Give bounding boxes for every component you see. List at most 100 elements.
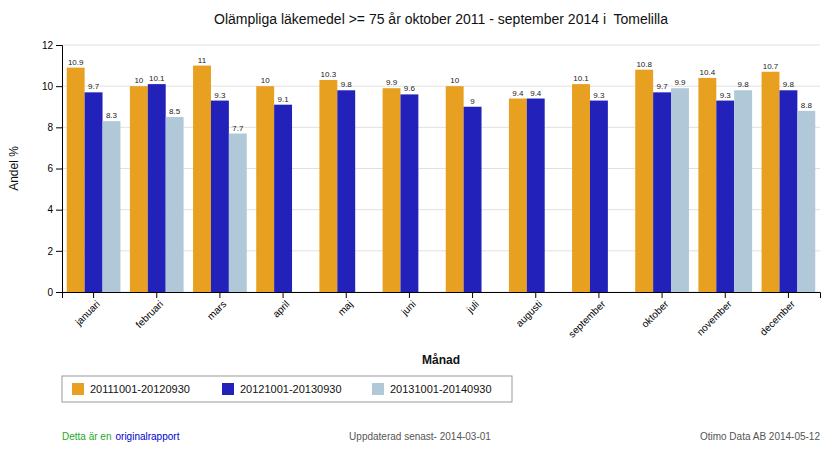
grid-line — [62, 45, 820, 46]
tick-mark — [56, 169, 62, 170]
bar — [319, 80, 337, 292]
tick-label: 6 — [47, 163, 53, 174]
tick: september — [566, 292, 608, 340]
data-label: 10.3 — [321, 70, 337, 79]
tick-label: mars — [205, 298, 229, 322]
legend-item: 20121001-20130930 — [222, 383, 342, 395]
tick-mark — [56, 210, 62, 211]
tick-label: 2 — [47, 246, 53, 257]
x-axis-title: Månad — [422, 353, 460, 367]
bar — [716, 101, 734, 292]
legend-label: 20121001-20130930 — [240, 383, 342, 395]
tick-mark — [598, 292, 599, 298]
data-label: 10.1 — [149, 74, 165, 83]
legend-item: 20131001-20140930 — [372, 383, 492, 395]
legend-label: 20111001-20120930 — [90, 383, 190, 395]
tick-mark — [535, 292, 536, 298]
data-label: 9.8 — [783, 80, 795, 89]
bar — [274, 105, 292, 292]
tick-label: november — [695, 298, 735, 338]
tick: mars — [205, 292, 229, 322]
legend: 20111001-20120930 20121001-20130930 201310… — [62, 376, 512, 402]
bar-series — [67, 66, 780, 292]
tick: 12 — [42, 40, 62, 51]
bar — [797, 111, 815, 292]
tick-mark — [56, 251, 62, 252]
tick-label: september — [566, 298, 608, 340]
tick: november — [695, 292, 735, 338]
tick-mark — [409, 292, 410, 298]
bar — [337, 90, 355, 292]
bar — [734, 90, 752, 292]
legend-swatch — [372, 383, 384, 395]
bar — [635, 70, 653, 292]
data-label: 10.7 — [763, 62, 779, 71]
tick-mark — [56, 127, 62, 128]
bar-series — [85, 84, 798, 292]
bar — [130, 86, 148, 292]
data-label: 9.3 — [720, 91, 732, 100]
data-label: 8.3 — [106, 111, 118, 120]
tick: februari — [133, 292, 165, 330]
tick-label: 10 — [42, 81, 54, 92]
tick-label: april — [270, 298, 291, 319]
data-labels: 10.910111010.39.9109.410.110.810.410.79.… — [68, 56, 813, 133]
tick: juni — [398, 292, 418, 318]
bar — [446, 86, 464, 292]
data-label: 9.7 — [657, 82, 669, 91]
tick: april — [270, 292, 291, 320]
grid — [62, 45, 820, 292]
data-label: 10 — [450, 76, 459, 85]
tick-label: januari — [72, 298, 102, 328]
tick: juli — [464, 292, 481, 316]
tick: maj — [336, 292, 355, 318]
tick-label: februari — [133, 298, 165, 330]
data-label: 11 — [198, 56, 207, 65]
bar — [509, 99, 527, 292]
x-axis: januari februari mars april maj juni juli augus… — [63, 292, 821, 340]
data-label: 9.9 — [386, 78, 398, 87]
bars — [67, 66, 816, 292]
tick-mark — [219, 292, 220, 298]
tick: 0 — [47, 287, 62, 298]
bar — [148, 84, 166, 292]
tick: 4 — [47, 204, 62, 215]
tick-mark — [346, 292, 347, 298]
tick-mark — [472, 292, 473, 298]
bar — [85, 92, 103, 292]
data-label: 10.1 — [573, 74, 589, 83]
tick-label: augusti — [514, 298, 545, 329]
bar — [383, 88, 401, 292]
data-label: 8.8 — [801, 101, 813, 110]
bar — [103, 121, 121, 292]
bar — [671, 88, 689, 292]
tick-label: juni — [398, 298, 418, 318]
title: Olämpliga läkemedel >= 75 år oktober 201… — [214, 11, 668, 27]
bar — [572, 84, 590, 292]
tick-label: 4 — [47, 204, 53, 215]
bar-series — [103, 88, 816, 292]
footer: Detta är enoriginalrapportUppdaterad sen… — [62, 431, 820, 442]
tick: 10 — [42, 81, 62, 92]
data-label: 10.9 — [68, 58, 84, 67]
data-label: 9.9 — [674, 78, 686, 87]
tick: oktober — [639, 292, 671, 330]
bar — [527, 99, 545, 292]
data-label: 9.8 — [738, 80, 750, 89]
data-label: 9.3 — [214, 91, 226, 100]
footer-text: originalrapport — [115, 431, 179, 442]
data-label: 10.4 — [700, 68, 716, 77]
legend-swatch — [72, 383, 84, 395]
legend-box — [62, 376, 512, 402]
footer-text: Otimo Data AB 2014-05-12 — [700, 431, 821, 442]
axis-domain — [56, 46, 63, 293]
y-axis-title: Andel % — [7, 146, 21, 191]
tick: 8 — [47, 122, 62, 133]
bar — [400, 94, 418, 292]
legend-item: 20111001-20120930 — [72, 383, 190, 395]
data-label: 10 — [261, 76, 270, 85]
tick-mark — [56, 86, 62, 87]
chart: 10.910111010.39.9109.410.110.810.410.79.… — [0, 0, 840, 450]
tick-label: 0 — [47, 287, 53, 298]
footer-text: Uppdaterad senast- 2014-03-01 — [349, 431, 491, 442]
